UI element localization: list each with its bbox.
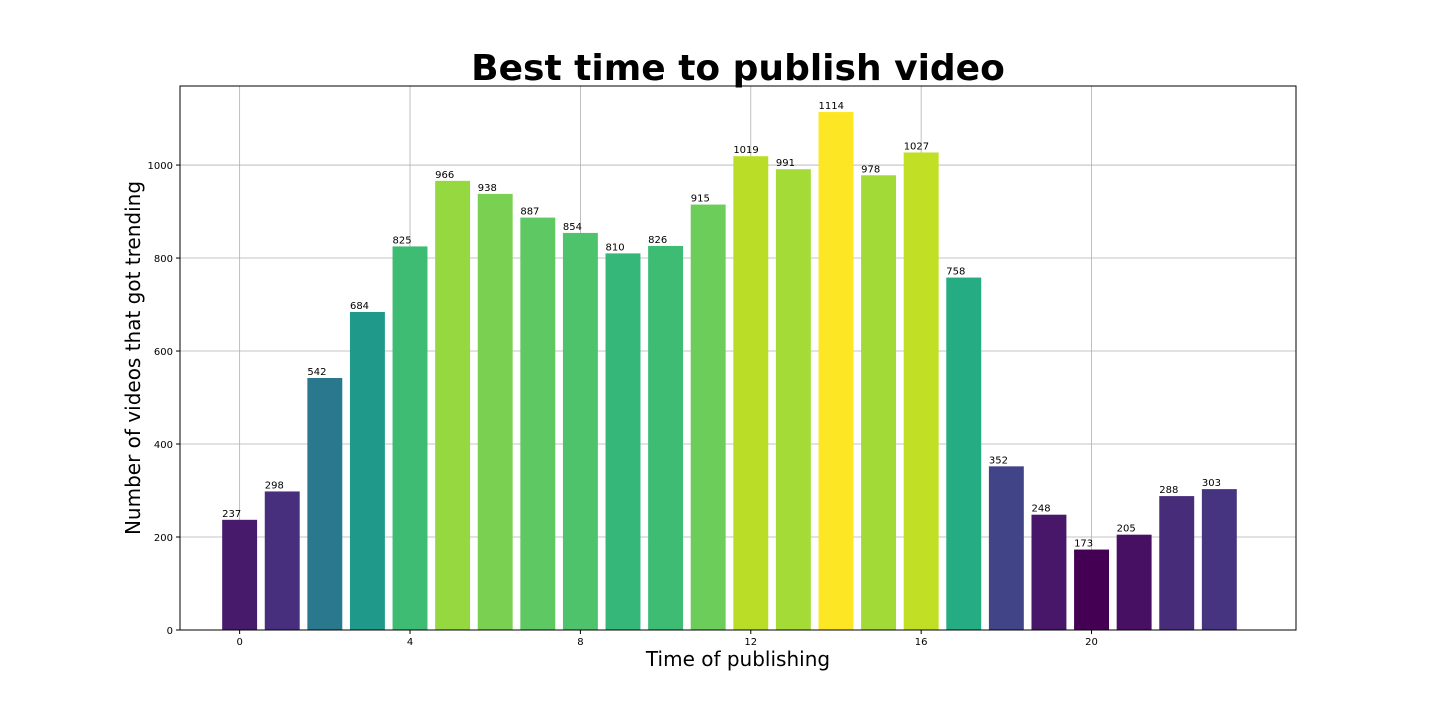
bar-value-label: 938 xyxy=(478,183,497,194)
bar xyxy=(562,232,598,630)
x-axis-title: Time of publishing xyxy=(645,647,830,671)
bar-value-label: 542 xyxy=(307,367,326,378)
x-tick-label: 20 xyxy=(1085,637,1098,648)
chart-title: Best time to publish video xyxy=(471,48,1005,89)
plot-frame xyxy=(179,85,1297,631)
x-axis-ticks: 0 4 8 12 16 20 xyxy=(236,630,1098,648)
bar xyxy=(1116,534,1152,630)
bar xyxy=(1074,549,1110,630)
x-tick-label: 0 xyxy=(236,637,242,648)
y-axis-title: Number of videos that got trending xyxy=(121,181,145,535)
y-tick-label: 1000 xyxy=(148,161,173,172)
y-tick-label: 200 xyxy=(154,533,173,544)
bar xyxy=(648,245,684,630)
bar xyxy=(988,466,1024,630)
bar-value-label: 915 xyxy=(691,194,710,205)
x-tick-label: 8 xyxy=(577,637,583,648)
bar-value-label: 173 xyxy=(1074,539,1093,550)
bar xyxy=(946,277,982,630)
y-tick-label: 0 xyxy=(167,626,173,637)
bar-value-label: 758 xyxy=(946,267,965,278)
x-tick-label: 12 xyxy=(744,637,757,648)
bar-labels: 237 298 542 684 825 966 938 887 854 810 826 915 1019… xyxy=(222,101,1221,550)
bar xyxy=(392,246,428,630)
bar xyxy=(435,180,471,630)
bar xyxy=(1159,496,1195,630)
bar-value-label: 887 xyxy=(520,207,539,218)
bar-value-label: 237 xyxy=(222,509,241,520)
x-tick-label: 16 xyxy=(915,637,928,648)
bar-value-label: 810 xyxy=(606,242,625,253)
bar-value-label: 966 xyxy=(435,170,454,181)
bar-value-label: 991 xyxy=(776,158,795,169)
bar-value-label: 978 xyxy=(861,164,880,175)
bar-value-label: 825 xyxy=(393,235,412,246)
bar-value-label: 1027 xyxy=(904,141,929,152)
bar xyxy=(818,112,854,631)
bar-value-label: 854 xyxy=(563,222,582,233)
bar-value-label: 248 xyxy=(1031,504,1050,515)
bar-value-label: 205 xyxy=(1117,524,1136,535)
y-tick-label: 800 xyxy=(154,254,173,265)
bars xyxy=(222,112,1237,631)
bar xyxy=(605,253,641,630)
bar xyxy=(861,175,897,630)
bar xyxy=(775,169,811,630)
bar-value-label: 826 xyxy=(648,235,667,246)
bar xyxy=(903,152,939,630)
bar xyxy=(520,217,556,631)
bar-value-label: 288 xyxy=(1159,485,1178,496)
bar xyxy=(349,311,385,630)
bar-value-label: 352 xyxy=(989,455,1008,466)
bar xyxy=(1031,514,1067,630)
x-tick-label: 4 xyxy=(407,637,413,648)
bar-value-label: 1114 xyxy=(819,101,844,112)
bar xyxy=(264,491,300,630)
bar-value-label: 684 xyxy=(350,301,369,312)
y-tick-label: 600 xyxy=(154,347,173,358)
bar-value-label: 303 xyxy=(1202,478,1221,489)
bar xyxy=(307,377,343,630)
bar xyxy=(222,519,258,630)
bar-value-label: 1019 xyxy=(733,145,758,156)
bar xyxy=(1201,489,1237,630)
bar xyxy=(690,204,726,631)
bar-value-label: 298 xyxy=(265,480,284,491)
bar xyxy=(733,156,769,630)
y-tick-label: 400 xyxy=(154,440,173,451)
bar xyxy=(477,193,513,630)
y-axis-ticks: 0 200 400 600 800 1000 xyxy=(148,161,180,637)
